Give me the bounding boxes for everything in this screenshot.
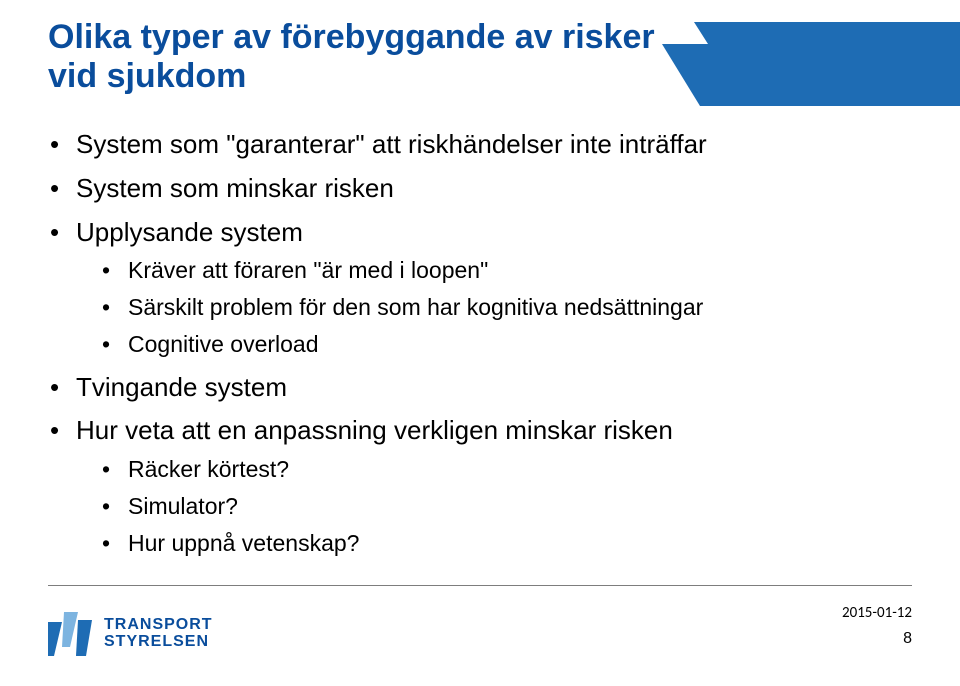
logo: TRANSPORT STYRELSEN [48,612,213,656]
logo-line2: STYRELSEN [104,634,213,651]
header-stripe-top [708,22,960,44]
bullet-text: System som "garanterar" att riskhändelse… [76,129,707,159]
sub-bullet-item: Hur uppnå vetenskap? [100,528,900,559]
logo-line1: TRANSPORT [104,617,213,634]
bullet-text: Upplysande system [76,217,303,247]
bullet-text: Tvingande system [76,372,287,402]
bullet-text: Cognitive overload [128,331,319,357]
footer-page-number: 8 [903,630,912,648]
slide: Olika typer av förebyggande av risker vi… [0,0,960,686]
bullet-item: Upplysande system Kräver att föraren "är… [48,216,900,361]
sub-bullet-item: Räcker körtest? [100,454,900,485]
logo-text: TRANSPORT STYRELSEN [104,617,213,651]
footer-date: 2015-01-12 [842,604,912,622]
bullet-text: Räcker körtest? [128,456,289,482]
bullet-text: Hur uppnå vetenskap? [128,530,359,556]
bullet-text: System som minskar risken [76,173,394,203]
bullet-item: Hur veta att en anpassning verkligen min… [48,414,900,559]
slide-body: System som "garanterar" att riskhändelse… [48,128,900,569]
bullet-item: System som "garanterar" att riskhändelse… [48,128,900,162]
sub-bullet-list: Kräver att föraren "är med i loopen" Sär… [76,255,900,360]
bullet-text: Simulator? [128,493,238,519]
sub-bullet-item: Särskilt problem för den som har kogniti… [100,292,900,323]
bullet-text: Hur veta att en anpassning verkligen min… [76,415,673,445]
sub-bullet-list: Räcker körtest? Simulator? Hur uppnå vet… [76,454,900,559]
bullet-list: System som "garanterar" att riskhändelse… [48,128,900,559]
sub-bullet-item: Simulator? [100,491,900,522]
footer-divider [48,585,912,586]
bullet-text: Kräver att föraren "är med i loopen" [128,257,488,283]
sub-bullet-item: Kräver att föraren "är med i loopen" [100,255,900,286]
bullet-item: System som minskar risken [48,172,900,206]
bullet-item: Tvingande system [48,371,900,405]
sub-bullet-item: Cognitive overload [100,329,900,360]
bullet-text: Särskilt problem för den som har kogniti… [128,294,703,320]
logo-icon [48,612,92,656]
header-stripe [700,44,960,106]
slide-title: Olika typer av förebyggande av risker vi… [48,18,660,96]
